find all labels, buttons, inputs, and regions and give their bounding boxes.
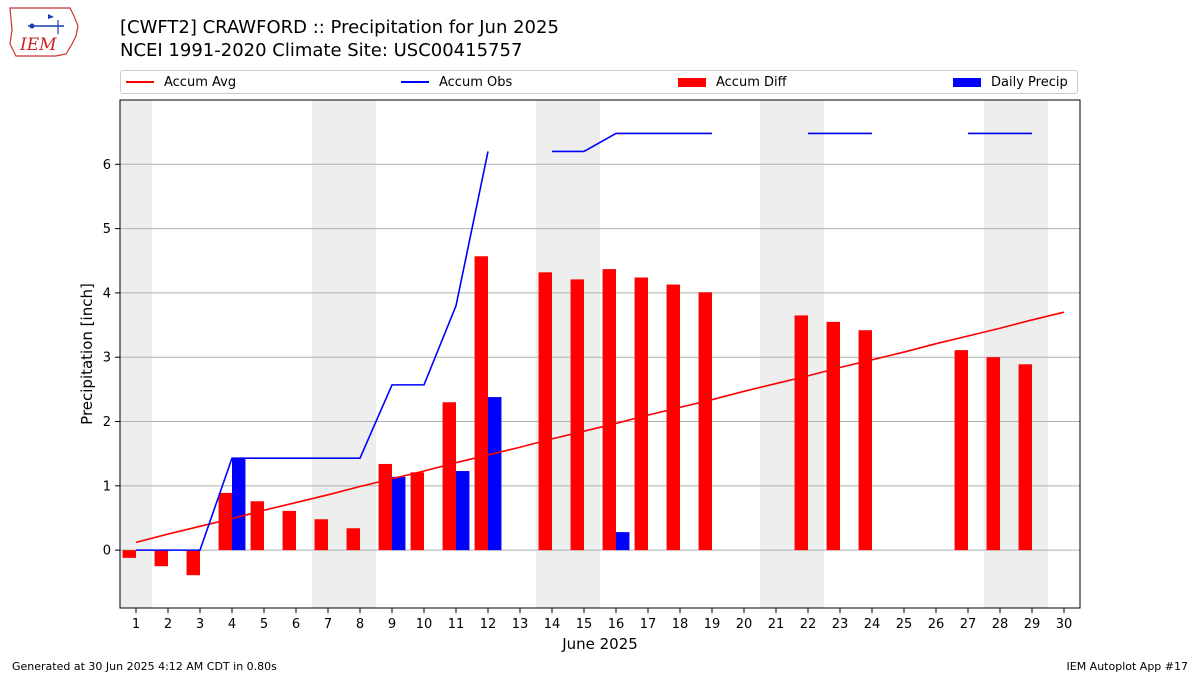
x-tick-label: 12 (480, 617, 497, 632)
accum-diff-bar (218, 492, 232, 551)
series-lines (135, 132, 1065, 551)
x-tick-label: 3 (196, 617, 204, 632)
legend: Accum Avg Accum Obs Accum Diff Daily Pre… (120, 70, 1078, 94)
accum-diff-bar (122, 550, 136, 558)
accum-diff-bar (378, 463, 392, 551)
accum-diff-bar (570, 279, 584, 551)
chart-subtitle: NCEI 1991-2020 Climate Site: USC00415757 (120, 40, 523, 61)
accum-diff-bar (698, 292, 712, 551)
accum-diff-bar (282, 510, 296, 551)
x-tick-label: 28 (992, 617, 1009, 632)
accum-diff-bar (1018, 364, 1032, 551)
accum-diff-bar (666, 284, 680, 551)
x-tick-label: 10 (416, 617, 433, 632)
x-tick-label: 25 (896, 617, 913, 632)
x-tick-label: 6 (292, 617, 300, 632)
x-tick-label: 11 (448, 617, 465, 632)
x-tick-label: 19 (704, 617, 721, 632)
footer-generated-text: Generated at 30 Jun 2025 4:12 AM CDT in … (12, 660, 277, 673)
y-tick-label: 1 (103, 479, 111, 494)
accum-diff-bar (474, 256, 488, 551)
daily-precip-bar (232, 458, 246, 551)
plot-frame (119, 99, 1081, 609)
bars (122, 256, 1032, 576)
chart-title: [CWFT2] CRAWFORD :: Precipitation for Ju… (120, 17, 559, 38)
legend-item-accum-diff: Accum Diff (678, 71, 787, 93)
x-tick-label: 27 (960, 617, 977, 632)
accum-diff-bar (410, 472, 424, 551)
legend-swatch (401, 81, 429, 83)
accum-diff-bar (186, 550, 200, 576)
accum-diff-bar (986, 357, 1000, 551)
x-tick-label: 22 (800, 617, 817, 632)
daily-precip-bar (488, 397, 502, 551)
accum-obs-line (136, 132, 1032, 551)
x-tick-label: 18 (672, 617, 689, 632)
daily-precip-bar (456, 471, 470, 551)
x-tick-label: 20 (736, 617, 753, 632)
x-tick-label: 23 (832, 617, 849, 632)
footer-app-text: IEM Autoplot App #17 (1066, 660, 1189, 673)
x-tick-label: 4 (228, 617, 236, 632)
accum-diff-bar (634, 277, 648, 551)
accum-diff-bar (346, 528, 360, 551)
x-tick-label: 24 (864, 617, 881, 632)
accum-avg-line (135, 311, 1065, 544)
x-tick-label: 29 (1024, 617, 1041, 632)
legend-item-accum-avg: Accum Avg (126, 71, 236, 93)
y-tick-label: 6 (103, 158, 111, 173)
x-tick-label: 16 (608, 617, 625, 632)
accum-diff-bar (954, 350, 968, 551)
y-axis-label: Precipitation [inch] (78, 283, 96, 425)
y-tick-label: 0 (103, 544, 111, 559)
x-tick-label: 2 (164, 617, 172, 632)
legend-swatch (953, 77, 981, 87)
iem-iowa-logo-icon: IEM (6, 4, 82, 60)
y-axis-ticks: 0 1 2 3 4 5 6 (103, 158, 120, 559)
accum-diff-bar (442, 402, 456, 551)
accum-diff-bar (314, 519, 328, 551)
x-axis-label: June 2025 (561, 635, 638, 653)
y-tick-label: 4 (103, 286, 111, 301)
accum-diff-bar (826, 321, 840, 551)
x-tick-label: 17 (640, 617, 657, 632)
accum-diff-bar (538, 272, 552, 551)
legend-swatch (678, 77, 706, 87)
x-tick-label: 14 (544, 617, 561, 632)
x-tick-label: 21 (768, 617, 785, 632)
weekend-band (120, 100, 152, 608)
x-tick-label: 7 (324, 617, 332, 632)
x-tick-label: 30 (1056, 617, 1073, 632)
accum-diff-bar (602, 269, 616, 551)
legend-item-accum-obs: Accum Obs (401, 71, 512, 93)
weekend-band (344, 100, 376, 608)
legend-label: Daily Precip (991, 74, 1068, 90)
x-tick-label: 1 (132, 617, 140, 632)
accum-diff-bar (250, 501, 264, 551)
x-tick-label: 13 (512, 617, 529, 632)
accum-diff-bar (794, 315, 808, 551)
logo-text: IEM (19, 35, 57, 55)
legend-item-daily-precip: Daily Precip (953, 71, 1068, 93)
legend-label: Accum Diff (716, 74, 787, 90)
x-tick-label: 8 (356, 617, 364, 632)
legend-label: Accum Obs (439, 74, 513, 90)
y-tick-label: 3 (103, 351, 111, 366)
x-tick-label: 15 (576, 617, 593, 632)
x-tick-label: 5 (260, 617, 268, 632)
accum-diff-bar (154, 550, 168, 567)
daily-precip-bar (616, 532, 630, 551)
y-gridlines (120, 163, 1080, 551)
legend-label: Accum Avg (164, 74, 237, 90)
y-tick-label: 2 (103, 415, 111, 430)
x-tick-label: 26 (928, 617, 945, 632)
x-tick-label: 9 (388, 617, 396, 632)
x-axis-ticks: 1 2 3 4 5 6 7 8 9 10 11 12 13 14 15 16 17 18 19 20 21 22 23 24 2… (132, 608, 1072, 632)
weekend-band (760, 100, 792, 608)
legend-swatch (126, 81, 154, 83)
accum-diff-bar (858, 330, 872, 551)
y-tick-label: 5 (103, 222, 111, 237)
daily-precip-bar (392, 476, 406, 551)
